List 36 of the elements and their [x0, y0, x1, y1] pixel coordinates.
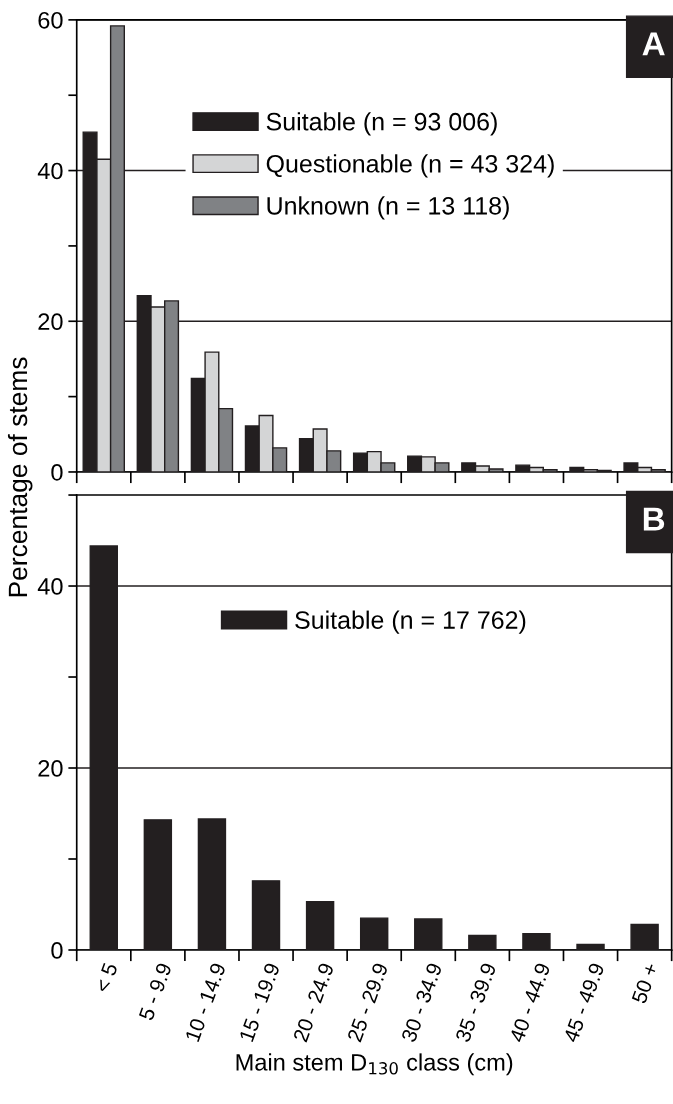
y-tick-label: 40 — [37, 162, 63, 180]
y-tick-label: 40 — [37, 578, 63, 595]
y-tick-label: 0 — [51, 942, 63, 959]
x-tick-label: 5 - 9.9 — [138, 962, 172, 1022]
annotation: A — [642, 32, 665, 56]
bar — [143, 819, 173, 950]
x-tick-label: 15 - 19.9 — [238, 962, 281, 1043]
y-tick-label: 0 — [51, 464, 63, 481]
x-tick-label: 40 - 44.9 — [509, 962, 551, 1044]
x-tick-label: 45 - 49.9 — [563, 962, 605, 1044]
bar — [414, 918, 443, 950]
x-tick-label: 25 - 29.9 — [346, 962, 389, 1043]
y-tick-label: 60 — [38, 11, 63, 29]
legend-label: Questionable (n = 43 324) — [266, 154, 554, 178]
legend-label: Suitable (n = 17 762) — [295, 610, 526, 634]
legend-label: Suitable (n = 93 006) — [266, 112, 497, 136]
x-tick-label: 10 - 14.9 — [184, 962, 226, 1043]
bar — [576, 943, 605, 950]
y-tick-label: 20 — [38, 313, 63, 331]
y-axis-title: Percentage of stems — [7, 357, 33, 597]
bar — [359, 917, 389, 950]
x-tick-label: 35 - 39.9 — [455, 962, 497, 1043]
x-tick-label: 30 - 34.9 — [400, 962, 443, 1043]
bar — [468, 934, 497, 950]
bar — [305, 901, 335, 950]
y-tick-label: 20 — [38, 760, 63, 777]
bar — [630, 923, 659, 950]
bar — [251, 880, 281, 950]
legend-label: Unknown (n = 13 118) — [267, 196, 509, 220]
x-tick-label: 50 + — [631, 962, 659, 1005]
x-tick-label: < 5 — [94, 962, 118, 994]
bar — [197, 818, 227, 950]
x-axis-title: Main stem D$_{130}$ class (cm) — [236, 1053, 513, 1076]
annotation: B — [643, 507, 665, 531]
bar — [522, 932, 551, 950]
x-tick-label: 20 - 24.9 — [292, 962, 335, 1043]
